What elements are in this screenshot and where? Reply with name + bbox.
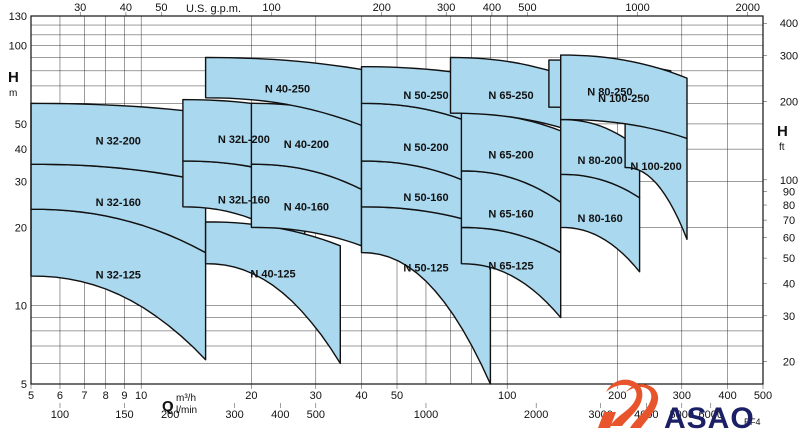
region-label-n-40-160: N 40-160 [284, 202, 329, 214]
x-tick-label-usgpm: 2000 [736, 2, 760, 14]
region-label-n-32-160: N 32-160 [96, 197, 141, 209]
region-label-n-80-160: N 80-160 [577, 213, 622, 225]
x-tick-label-lmin: 100 [51, 409, 69, 421]
footnote: BF4 [744, 417, 761, 427]
x-tick-label-lmin: 400 [271, 409, 289, 421]
x-tick-label-m3h: 6 [57, 390, 63, 402]
y-tick-label-ft: 80 [783, 200, 795, 212]
x-tick-label-usgpm: 200 [373, 2, 391, 14]
y-axis-right-label: H [777, 123, 788, 140]
region-label-n-80-200: N 80-200 [577, 155, 622, 167]
region-label-n-32-200: N 32-200 [96, 136, 141, 148]
region-n-80-200 [560, 118, 641, 199]
x-tick-label-usgpm: 1000 [625, 2, 649, 14]
x-tick-label-usgpm: 50 [155, 2, 167, 14]
region-label-n-100-250: N 100-250 [598, 93, 649, 105]
y-tick-label-ft: 60 [783, 233, 795, 245]
x-tick-label-usgpm: 400 [483, 2, 501, 14]
stylised-flame-mark-icon [598, 379, 659, 428]
y-tick-label-ft: 400 [780, 18, 798, 30]
x-tick-label-m3h: 9 [121, 390, 127, 402]
region-label-n-50-250: N 50-250 [403, 90, 448, 102]
x-tick-label-m3h: 100 [498, 390, 516, 402]
region-label-n-32l-160: N 32L-160 [218, 195, 270, 207]
y-tick-label-ft: 90 [783, 187, 795, 199]
y-tick-label-ft: 300 [780, 51, 798, 63]
x-tick-label-m3h: 10 [135, 390, 147, 402]
y-tick-label-m: 10 [15, 301, 27, 313]
region-label-n-40-200: N 40-200 [284, 139, 329, 151]
x-tick-label-m3h: 40 [355, 390, 367, 402]
region-label-n-65-125: N 65-125 [488, 260, 533, 272]
y-tick-label-ft: 30 [783, 311, 795, 323]
region-label-n-50-200: N 50-200 [403, 142, 448, 154]
y-tick-label-m: 20 [15, 222, 27, 234]
region-labels: N 32-125 N 32-160 N 32-200 N 32L-160 N 32L-2… [96, 84, 682, 282]
y-tick-label-m: 100 [9, 41, 27, 53]
x-tick-label-lmin: 200 [161, 409, 179, 421]
y-tick-label-ft: 100 [780, 175, 798, 187]
region-n-100-250 [560, 54, 688, 140]
x-tick-label-lmin: 6000 [699, 409, 723, 421]
region-label-n-65-250: N 65-250 [488, 90, 533, 102]
region-label-n-65-160: N 65-160 [488, 208, 533, 220]
x-tick-label-m3h: 300 [673, 390, 691, 402]
x-tick-label-usgpm: 300 [437, 2, 455, 14]
y-tick-label-ft: 40 [783, 278, 795, 290]
x-tick-label-lmin: 1000 [414, 409, 438, 421]
x-axis-label: Q [162, 398, 174, 415]
y-axis-right-units: ft [779, 142, 785, 153]
y-tick-label-m: 40 [15, 144, 27, 156]
x-tick-label-m3h: 7 [81, 390, 87, 402]
x-tick-label-lmin: 2000 [524, 409, 548, 421]
x-tick-label-usgpm: 100 [262, 2, 280, 14]
region-label-n-80-250: N 80-250 [587, 87, 632, 99]
region-label-n-100-200: N 100-200 [630, 161, 681, 173]
x-tick-label-m3h: 400 [718, 390, 736, 402]
y-axis-units: m [9, 88, 17, 99]
x-tick-label-m3h: 50 [391, 390, 403, 402]
x-tick-label-m3h: 500 [754, 390, 772, 402]
region-label-n-50-125: N 50-125 [403, 263, 448, 275]
region-n-40-125 [204, 221, 341, 365]
x-tick-label-usgpm: 30 [74, 2, 86, 14]
y-axis-label: H [8, 69, 19, 86]
x-tick-label-lmin: 300 [225, 409, 243, 421]
y-tick-label-m: 50 [15, 119, 27, 131]
x-tick-label-usgpm: 500 [518, 2, 536, 14]
logo: ASAO [598, 379, 755, 435]
region-label-n-32-125: N 32-125 [96, 269, 141, 281]
x-tick-label-m3h: 8 [103, 390, 109, 402]
y-tick-label-ft: 50 [783, 253, 795, 265]
x-axis-units-secondary: l/min [176, 405, 197, 416]
y-tick-label-m: 30 [15, 177, 27, 189]
region-label-n-40-250: N 40-250 [265, 84, 310, 96]
y-tick-label-m: 130 [9, 11, 27, 23]
x-tick-label-m3h: 5 [28, 390, 34, 402]
x-tick-label-usgpm: 40 [120, 2, 132, 14]
x-tick-label-lmin: 500 [307, 409, 325, 421]
x-tick-label-m3h: 20 [245, 390, 257, 402]
x-tick-label-lmin: 5000 [670, 409, 694, 421]
y-tick-label-ft: 70 [783, 215, 795, 227]
x-tick-label-m3h: 30 [310, 390, 322, 402]
region-label-n-40-125: N 40-125 [250, 269, 295, 281]
y-tick-label-m: 5 [21, 379, 27, 391]
usgpm-label: U.S. g.p.m. [186, 3, 241, 15]
y-tick-label-ft: 200 [780, 97, 798, 109]
region-label-n-65-200: N 65-200 [488, 149, 533, 161]
x-axis-units-primary: m³/h [176, 393, 196, 404]
x-tick-label-m3h: 200 [608, 390, 626, 402]
y-tick-label-ft: 20 [783, 357, 795, 369]
x-tick-label-lmin: 150 [115, 409, 133, 421]
logo-text: ASAO [664, 402, 755, 435]
region-label-n-32l-200: N 32L-200 [218, 134, 270, 146]
pump-regions [30, 54, 688, 385]
region-label-n-50-160: N 50-160 [403, 192, 448, 204]
